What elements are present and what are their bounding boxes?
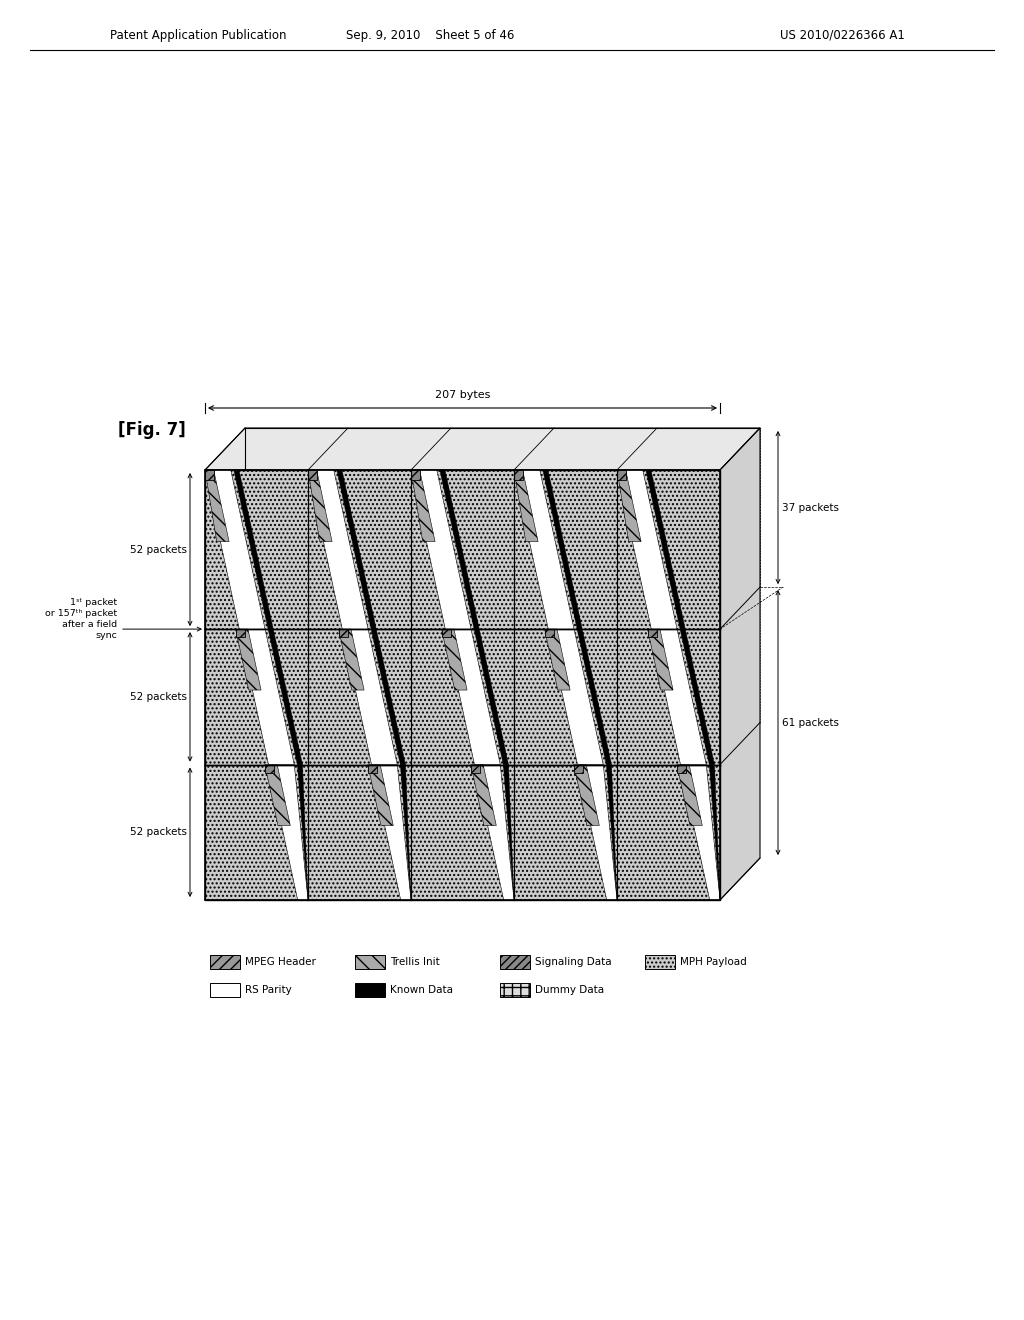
Text: Patent Application Publication: Patent Application Publication — [110, 29, 287, 41]
Polygon shape — [606, 764, 617, 900]
Polygon shape — [265, 764, 290, 825]
Polygon shape — [617, 470, 641, 541]
Bar — [205, 470, 214, 479]
Polygon shape — [337, 470, 376, 630]
Polygon shape — [268, 764, 308, 900]
Text: 207 bytes: 207 bytes — [435, 389, 490, 400]
Polygon shape — [474, 630, 509, 764]
Polygon shape — [205, 428, 760, 470]
Polygon shape — [543, 470, 583, 630]
Polygon shape — [471, 764, 497, 825]
Bar — [471, 764, 480, 772]
Polygon shape — [681, 764, 720, 900]
Polygon shape — [441, 630, 467, 690]
Bar — [265, 764, 274, 772]
Text: Sep. 9, 2010    Sheet 5 of 46: Sep. 9, 2010 Sheet 5 of 46 — [346, 29, 514, 41]
Polygon shape — [411, 470, 435, 541]
Polygon shape — [548, 630, 603, 764]
Text: Dummy Data: Dummy Data — [535, 985, 604, 995]
Text: 37 packets: 37 packets — [782, 503, 839, 512]
Polygon shape — [651, 630, 707, 764]
Bar — [573, 764, 583, 772]
Polygon shape — [371, 630, 406, 764]
Polygon shape — [440, 470, 479, 630]
Polygon shape — [308, 470, 332, 541]
Text: 52 packets: 52 packets — [130, 545, 187, 554]
Bar — [500, 983, 530, 997]
Text: MPH Payload: MPH Payload — [680, 957, 746, 968]
Bar — [441, 630, 451, 638]
Bar — [645, 954, 675, 969]
Polygon shape — [339, 630, 365, 690]
Text: MPEG Header: MPEG Header — [245, 957, 315, 968]
Polygon shape — [578, 764, 617, 900]
Bar — [210, 954, 240, 969]
Polygon shape — [342, 630, 397, 764]
Polygon shape — [474, 764, 514, 900]
Text: 61 packets: 61 packets — [782, 718, 839, 727]
Text: US 2010/0226366 A1: US 2010/0226366 A1 — [780, 29, 905, 41]
Polygon shape — [368, 764, 393, 825]
Polygon shape — [297, 764, 308, 900]
Polygon shape — [205, 470, 229, 541]
Polygon shape — [647, 630, 673, 690]
Polygon shape — [677, 764, 702, 825]
Bar — [205, 470, 720, 900]
Bar — [355, 983, 385, 997]
Polygon shape — [514, 470, 574, 630]
Text: Known Data: Known Data — [390, 985, 453, 995]
Polygon shape — [240, 630, 294, 764]
Text: 1ˢᵗ packet
or 157ᵗʰ packet
after a field
sync: 1ˢᵗ packet or 157ᵗʰ packet after a field… — [45, 598, 117, 640]
Polygon shape — [573, 764, 599, 825]
Polygon shape — [445, 630, 501, 764]
Bar — [500, 954, 530, 969]
Polygon shape — [710, 764, 720, 900]
Polygon shape — [646, 470, 685, 630]
Polygon shape — [372, 764, 411, 900]
Bar — [210, 983, 240, 997]
Polygon shape — [720, 428, 760, 900]
Bar — [677, 764, 686, 772]
Bar — [647, 630, 656, 638]
Bar — [514, 470, 523, 479]
Text: [Fig. 7]: [Fig. 7] — [118, 421, 185, 440]
Text: Signaling Data: Signaling Data — [535, 957, 611, 968]
Bar — [368, 764, 377, 772]
Polygon shape — [514, 470, 538, 541]
Bar — [236, 630, 245, 638]
Bar — [545, 630, 554, 638]
Bar — [411, 470, 420, 479]
Bar — [617, 470, 627, 479]
Bar — [355, 954, 385, 969]
Polygon shape — [233, 470, 273, 630]
Polygon shape — [545, 630, 570, 690]
Polygon shape — [617, 470, 677, 630]
Text: 52 packets: 52 packets — [130, 828, 187, 837]
Polygon shape — [400, 764, 411, 900]
Text: 52 packets: 52 packets — [130, 692, 187, 702]
Polygon shape — [205, 470, 265, 630]
Bar — [339, 630, 348, 638]
Polygon shape — [268, 630, 302, 764]
Text: RS Parity: RS Parity — [245, 985, 292, 995]
Polygon shape — [411, 470, 471, 630]
Text: Trellis Init: Trellis Init — [390, 957, 439, 968]
Polygon shape — [680, 630, 715, 764]
Polygon shape — [504, 764, 514, 900]
Polygon shape — [308, 470, 368, 630]
Polygon shape — [578, 630, 611, 764]
Polygon shape — [236, 630, 261, 690]
Bar — [308, 470, 317, 479]
Bar — [205, 470, 720, 900]
